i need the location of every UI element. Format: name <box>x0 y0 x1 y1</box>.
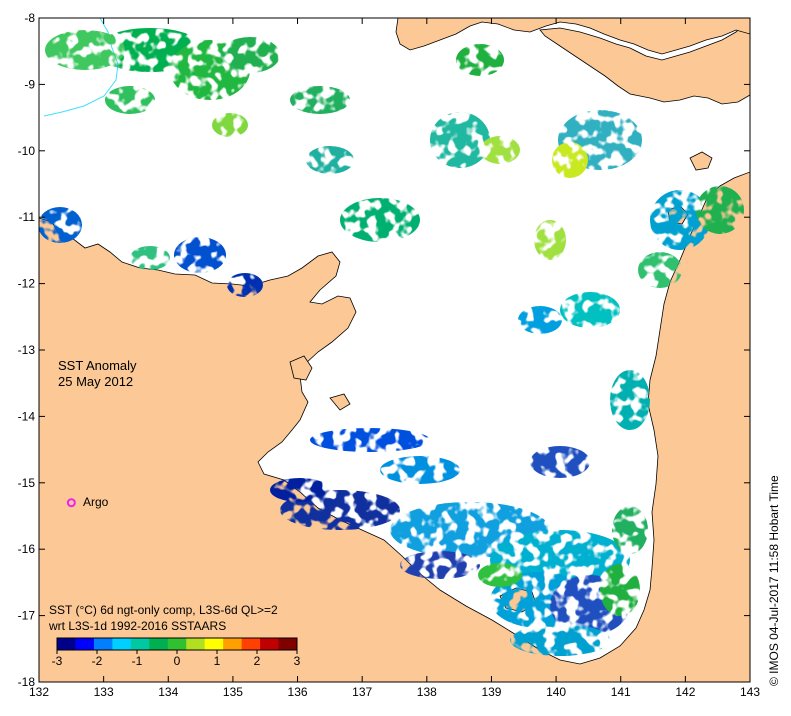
lon-tick-label: 133 <box>94 685 114 699</box>
lon-tick-label: 137 <box>352 685 372 699</box>
land-island-1 <box>689 151 713 171</box>
lon-axis: 132 133 134 135 136 137 138 139 140 141 142 143 <box>29 18 760 699</box>
colorbar-tick-label: 3 <box>294 654 301 668</box>
lon-tick-label: 143 <box>740 685 760 699</box>
lat-tick-label: -9 <box>24 77 35 91</box>
lat-tick-label: -16 <box>18 542 36 556</box>
colorbar-swatch <box>260 638 280 650</box>
colorbar-tick-label: -2 <box>92 654 103 668</box>
colorbar-swatch <box>112 638 132 650</box>
colorbar-tick-label: -3 <box>52 654 63 668</box>
lon-tick-label: 142 <box>675 685 695 699</box>
colorbar-tick-label: 0 <box>174 654 181 668</box>
colorbar-swatch <box>241 638 261 650</box>
lat-tick-label: -18 <box>18 675 36 689</box>
land-cape-york <box>539 18 750 105</box>
colorbar: SST (°C) 6d ngt-only comp, L3S-6d QL>=2 … <box>48 603 301 668</box>
colorbar-title-line2: wrt L3S-1d 1992-2016 SSTAARS <box>48 619 226 633</box>
lon-tick-label: 134 <box>158 685 178 699</box>
map-date: 25 May 2012 <box>58 374 133 389</box>
colorbar-swatch <box>75 638 95 650</box>
lon-tick-label: 135 <box>223 685 243 699</box>
colorbar-tick-label: 2 <box>254 654 261 668</box>
colorbar-swatch <box>130 638 150 650</box>
land-groote <box>289 355 313 381</box>
colorbar-swatch <box>93 638 113 650</box>
lat-tick-label: -10 <box>18 144 36 158</box>
lat-tick-label: -11 <box>19 210 36 224</box>
lat-tick-label: -8 <box>24 11 35 25</box>
colorbar-swatch <box>149 638 169 650</box>
lat-tick-label: -17 <box>18 609 36 623</box>
colorbar-swatch <box>278 638 298 650</box>
colorbar-title-line1: SST (°C) 6d ngt-only comp, L3S-6d QL>=2 <box>49 603 278 617</box>
land-new-guinea <box>395 18 750 55</box>
colorbar-tick-label: 1 <box>214 654 221 668</box>
land-island-3 <box>329 393 351 411</box>
lon-tick-label: 136 <box>288 685 308 699</box>
colorbar-swatch <box>186 638 206 650</box>
colorbar-swatch <box>57 638 76 650</box>
lat-tick-label: -12 <box>18 277 36 291</box>
colorbar-swatch <box>167 638 187 650</box>
lat-axis: -8-9-10-11-12-13-14-15-16-17-18 <box>18 11 750 689</box>
lon-tick-label: 138 <box>417 685 437 699</box>
lon-tick-label: 140 <box>546 685 566 699</box>
credit-text: © IMOS 04-Jul-2017 11:58 Hobart Time <box>767 475 781 686</box>
lon-tick-label: 132 <box>29 685 49 699</box>
map-title: SST Anomaly <box>58 358 137 373</box>
lon-tick-label: 139 <box>481 685 501 699</box>
argo-label: Argo <box>83 495 109 509</box>
colorbar-ticks: -3 -2 -1 0 1 2 3 <box>52 650 301 668</box>
lat-tick-label: -15 <box>18 476 36 490</box>
colorbar-tick-label: -1 <box>132 654 143 668</box>
argo-legend: Argo <box>66 495 109 509</box>
colorbar-swatch <box>223 638 243 650</box>
plot-area <box>39 18 750 682</box>
colorbar-swatch <box>204 638 224 650</box>
lon-tick-label: 141 <box>611 685 631 699</box>
colorbar-swatches <box>57 638 298 650</box>
argo-marker-icon <box>66 498 76 508</box>
lat-tick-label: -13 <box>18 343 36 357</box>
lat-tick-label: -14 <box>18 409 36 423</box>
sst-anomaly-field <box>39 28 744 656</box>
